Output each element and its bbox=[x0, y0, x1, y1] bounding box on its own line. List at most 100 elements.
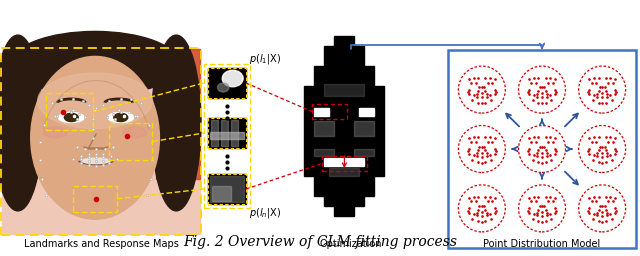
Bar bbox=[2, 49, 200, 234]
Bar bbox=[312, 104, 347, 119]
Bar bbox=[314, 156, 324, 166]
Bar bbox=[374, 126, 384, 136]
Ellipse shape bbox=[108, 112, 134, 123]
Bar bbox=[304, 146, 314, 156]
Bar bbox=[314, 121, 334, 136]
Bar bbox=[212, 186, 231, 201]
Bar bbox=[374, 106, 384, 116]
Bar bbox=[354, 146, 364, 156]
Bar bbox=[354, 66, 364, 76]
Bar bbox=[334, 136, 344, 146]
Bar bbox=[208, 174, 246, 204]
Bar bbox=[324, 84, 364, 96]
Text: Point Distribution Model: Point Distribution Model bbox=[483, 239, 600, 249]
Bar bbox=[324, 76, 334, 86]
Bar bbox=[324, 126, 334, 136]
Text: $p(l_1|\mathrm{X})$: $p(l_1|\mathrm{X})$ bbox=[249, 52, 281, 66]
Bar bbox=[354, 86, 364, 96]
Ellipse shape bbox=[44, 127, 67, 138]
Bar bbox=[210, 176, 244, 202]
Bar bbox=[359, 108, 374, 116]
Text: Landmarks and Response Maps: Landmarks and Response Maps bbox=[24, 239, 179, 249]
Bar bbox=[314, 76, 324, 86]
Bar bbox=[344, 176, 354, 186]
Bar bbox=[364, 106, 374, 116]
Bar bbox=[314, 96, 324, 106]
Bar bbox=[374, 136, 384, 146]
Bar bbox=[334, 186, 344, 196]
Ellipse shape bbox=[123, 127, 147, 138]
Bar bbox=[364, 186, 374, 196]
Bar bbox=[354, 76, 364, 86]
Bar bbox=[334, 176, 344, 186]
Bar bbox=[208, 118, 246, 148]
Bar bbox=[344, 56, 354, 66]
Bar bbox=[304, 126, 314, 136]
Bar bbox=[314, 126, 324, 136]
Bar bbox=[314, 116, 324, 126]
Bar bbox=[324, 96, 334, 106]
Bar bbox=[364, 146, 374, 156]
Bar bbox=[304, 166, 314, 176]
Bar bbox=[314, 166, 324, 176]
Bar bbox=[354, 166, 364, 176]
Bar bbox=[324, 66, 334, 76]
Bar bbox=[208, 68, 246, 98]
Bar bbox=[314, 149, 334, 156]
Ellipse shape bbox=[82, 158, 110, 164]
Bar bbox=[374, 116, 384, 126]
Ellipse shape bbox=[11, 31, 179, 96]
Text: $p(l_n|\mathrm{X})$: $p(l_n|\mathrm{X})$ bbox=[249, 206, 281, 220]
Bar bbox=[314, 106, 324, 116]
Bar bbox=[354, 196, 364, 206]
Bar bbox=[344, 86, 354, 96]
Bar bbox=[448, 50, 636, 248]
Text: Optimization: Optimization bbox=[319, 239, 381, 249]
Bar bbox=[334, 156, 344, 166]
Bar bbox=[364, 166, 374, 176]
Bar bbox=[344, 126, 354, 136]
Bar bbox=[324, 176, 334, 186]
Bar bbox=[354, 116, 364, 126]
Bar bbox=[314, 108, 329, 116]
Bar bbox=[324, 158, 364, 166]
Ellipse shape bbox=[218, 83, 229, 92]
Bar bbox=[354, 149, 374, 156]
Ellipse shape bbox=[0, 35, 43, 211]
Bar bbox=[344, 96, 354, 106]
Bar bbox=[334, 66, 344, 76]
Text: Fig. 2 Overview of CLM fitting process: Fig. 2 Overview of CLM fitting process bbox=[183, 235, 457, 249]
Bar bbox=[314, 136, 324, 146]
Bar bbox=[304, 106, 314, 116]
Bar bbox=[156, 49, 200, 178]
Bar bbox=[374, 156, 384, 166]
Bar bbox=[344, 196, 354, 206]
Bar bbox=[304, 136, 314, 146]
Bar bbox=[324, 56, 334, 66]
Bar bbox=[210, 132, 244, 139]
Bar bbox=[329, 168, 359, 176]
Bar bbox=[364, 126, 374, 136]
Bar bbox=[364, 66, 374, 76]
Bar bbox=[208, 118, 246, 148]
Bar bbox=[344, 36, 354, 46]
Bar bbox=[324, 196, 334, 206]
Bar bbox=[344, 106, 354, 116]
Bar bbox=[334, 106, 344, 116]
Bar bbox=[374, 96, 384, 106]
Bar bbox=[45, 93, 93, 130]
Bar bbox=[344, 116, 354, 126]
Bar bbox=[354, 121, 374, 136]
Bar bbox=[324, 166, 334, 176]
Bar bbox=[344, 206, 354, 216]
Bar bbox=[211, 120, 218, 146]
Bar bbox=[354, 156, 364, 166]
Bar bbox=[334, 196, 344, 206]
Bar bbox=[334, 126, 344, 136]
Ellipse shape bbox=[65, 113, 78, 122]
Bar bbox=[109, 123, 152, 160]
Bar bbox=[354, 136, 364, 146]
Bar bbox=[334, 146, 344, 156]
Bar bbox=[354, 46, 364, 56]
Bar bbox=[344, 136, 354, 146]
